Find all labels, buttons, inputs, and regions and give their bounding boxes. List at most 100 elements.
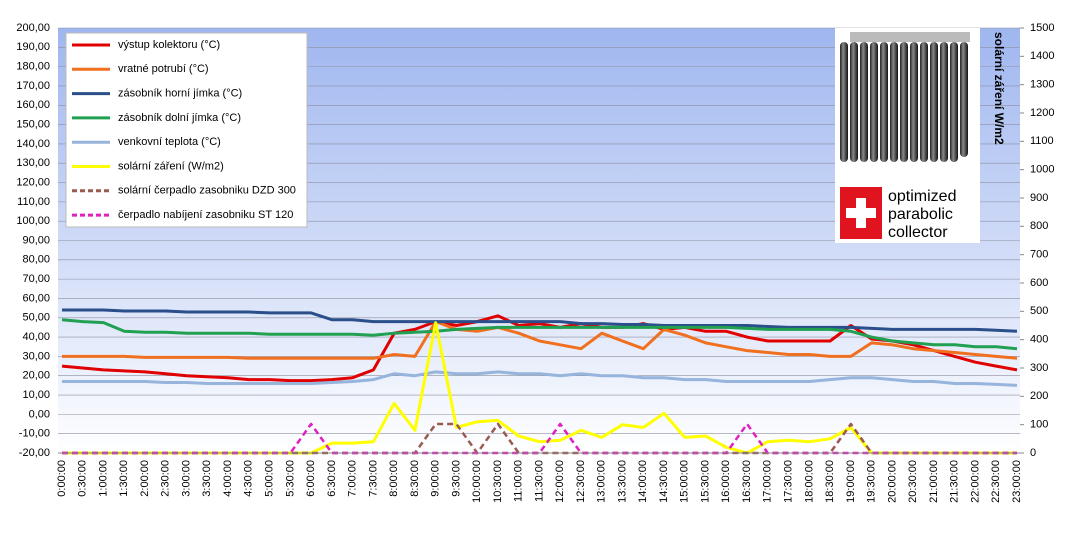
y2-tick-label: 0 [1030,447,1036,459]
y2-tick-label: 800 [1030,220,1048,232]
series-line [62,308,1018,333]
y-tick-label: 50,00 [22,312,50,324]
x-tick-label: 12:30:00 [575,460,587,503]
y2-tick-label: 200 [1030,390,1048,402]
x-tick-label: 20:00:00 [886,460,898,503]
y2-tick-label: 1100 [1030,135,1054,147]
legend-label: čerpadlo nabíjení zasobniku ST 120 [118,209,293,221]
y-tick-label: 60,00 [22,292,50,304]
series-line [62,370,1018,387]
x-tick-label: 16:00:00 [720,460,732,503]
x-tick-label: 10:30:00 [492,460,504,503]
series-line [61,314,1018,383]
series-line [62,422,1017,455]
x-tick-label: 6:30:00 [326,460,338,497]
x-tick-label: 17:00:00 [762,460,774,503]
legend-label: solární záření (W/m2) [118,160,224,172]
x-tick-label: 9:00:00 [430,460,442,497]
legend-label: výstup kolektoru (°C) [118,39,220,51]
y2-tick-label: 1300 [1030,79,1054,91]
y2-tick-label: 900 [1030,192,1048,204]
y-tick-label: 40,00 [22,331,50,343]
y-tick-label: 100,00 [16,215,50,227]
x-tick-label: 14:00:00 [637,460,649,503]
x-tick-label: 23:00:00 [1011,460,1023,503]
logo-text: parabolic [888,206,953,223]
x-tick-label: 4:30:00 [243,460,255,497]
logo-cross [846,198,876,228]
y-tick-label: -20,00 [19,447,50,459]
y-tick-label: 150,00 [16,118,50,130]
x-tick-label: 22:30:00 [990,460,1002,503]
x-tick-label: 19:30:00 [866,460,878,503]
x-tick-label: 0:30:00 [77,460,89,497]
x-tick-label: 15:00:00 [679,460,691,503]
y2-tick-label: 500 [1030,305,1048,317]
x-tick-label: 11:00:00 [513,460,525,502]
legend-label: zásobník horní jímka (°C) [118,88,242,100]
x-tick-label: 15:30:00 [699,460,711,503]
y-tick-label: 190,00 [16,41,50,53]
collector-photo [840,32,970,162]
x-tick-label: 12:00:00 [554,460,566,503]
series-line [62,320,1018,360]
product-image: optimized parabolic collector [835,28,980,243]
y2-tick-label: 600 [1030,277,1048,289]
y2-tick-label: 700 [1030,249,1048,261]
y-tick-label: 170,00 [16,80,50,92]
x-tick-label: 9:30:00 [450,460,462,497]
y-tick-label: 90,00 [22,234,50,246]
x-tick-label: 0:00:00 [56,460,68,497]
y-tick-label: 10,00 [22,389,50,401]
x-tick-label: 1:00:00 [97,460,109,497]
logo-text: optimized [888,188,956,205]
x-tick-label: 13:00:00 [596,460,608,503]
y-tick-label: 70,00 [22,273,50,285]
x-tick-label: 5:30:00 [284,460,296,497]
legend-label: venkovní teplota (°C) [118,136,221,148]
y-tick-label: 180,00 [16,61,50,73]
y-tick-label: 110,00 [17,196,50,208]
x-tick-label: 13:30:00 [616,460,628,503]
y2-tick-label: 1000 [1030,164,1054,176]
y-tick-label: 20,00 [22,370,50,382]
x-tick-label: 2:30:00 [160,460,172,497]
x-tick-label: 21:30:00 [949,460,961,503]
x-tick-label: 3:30:00 [201,460,213,497]
x-tick-label: 17:30:00 [783,460,795,503]
y2-tick-label: 1200 [1030,107,1054,119]
y2-axis-title: solární záření W/m2 [992,32,1006,145]
x-tick-label: 14:30:00 [658,460,670,503]
x-tick-label: 7:30:00 [367,460,379,497]
y-tick-label: 140,00 [16,138,50,150]
y-tick-label: 30,00 [22,350,50,362]
x-tick-label: 21:00:00 [928,460,940,503]
x-tick-label: 2:00:00 [139,460,151,497]
x-tick-label: 8:00:00 [388,460,400,497]
legend-label: zásobník dolní jímka (°C) [118,112,241,124]
y2-tick-label: 100 [1030,419,1048,431]
logo-text: collector [888,224,948,241]
y2-tick-label: 1500 [1030,22,1054,34]
x-tick-label: 8:30:00 [409,460,421,497]
y-tick-label: 80,00 [22,254,50,266]
y-tick-label: 200,00 [16,22,50,34]
x-tick-label: 19:00:00 [845,460,857,503]
legend [65,32,308,228]
y-tick-label: 160,00 [16,99,50,111]
x-tick-label: 6:00:00 [305,460,317,497]
x-tick-label: 20:30:00 [907,460,919,503]
x-tick-label: 11:30:00 [533,460,545,502]
y2-tick-label: 300 [1030,362,1048,374]
x-tick-label: 22:00:00 [969,460,981,503]
y-tick-label: -10,00 [19,428,50,440]
x-tick-label: 10:00:00 [471,460,483,503]
x-tick-label: 4:00:00 [222,460,234,497]
x-tick-label: 3:00:00 [180,460,192,497]
y-tick-label: 130,00 [16,157,50,169]
x-tick-label: 7:00:00 [347,460,359,497]
y-tick-label: 0,00 [29,408,50,420]
legend-label: vratné potrubí (°C) [118,63,209,75]
x-tick-label: 18:30:00 [824,460,836,503]
